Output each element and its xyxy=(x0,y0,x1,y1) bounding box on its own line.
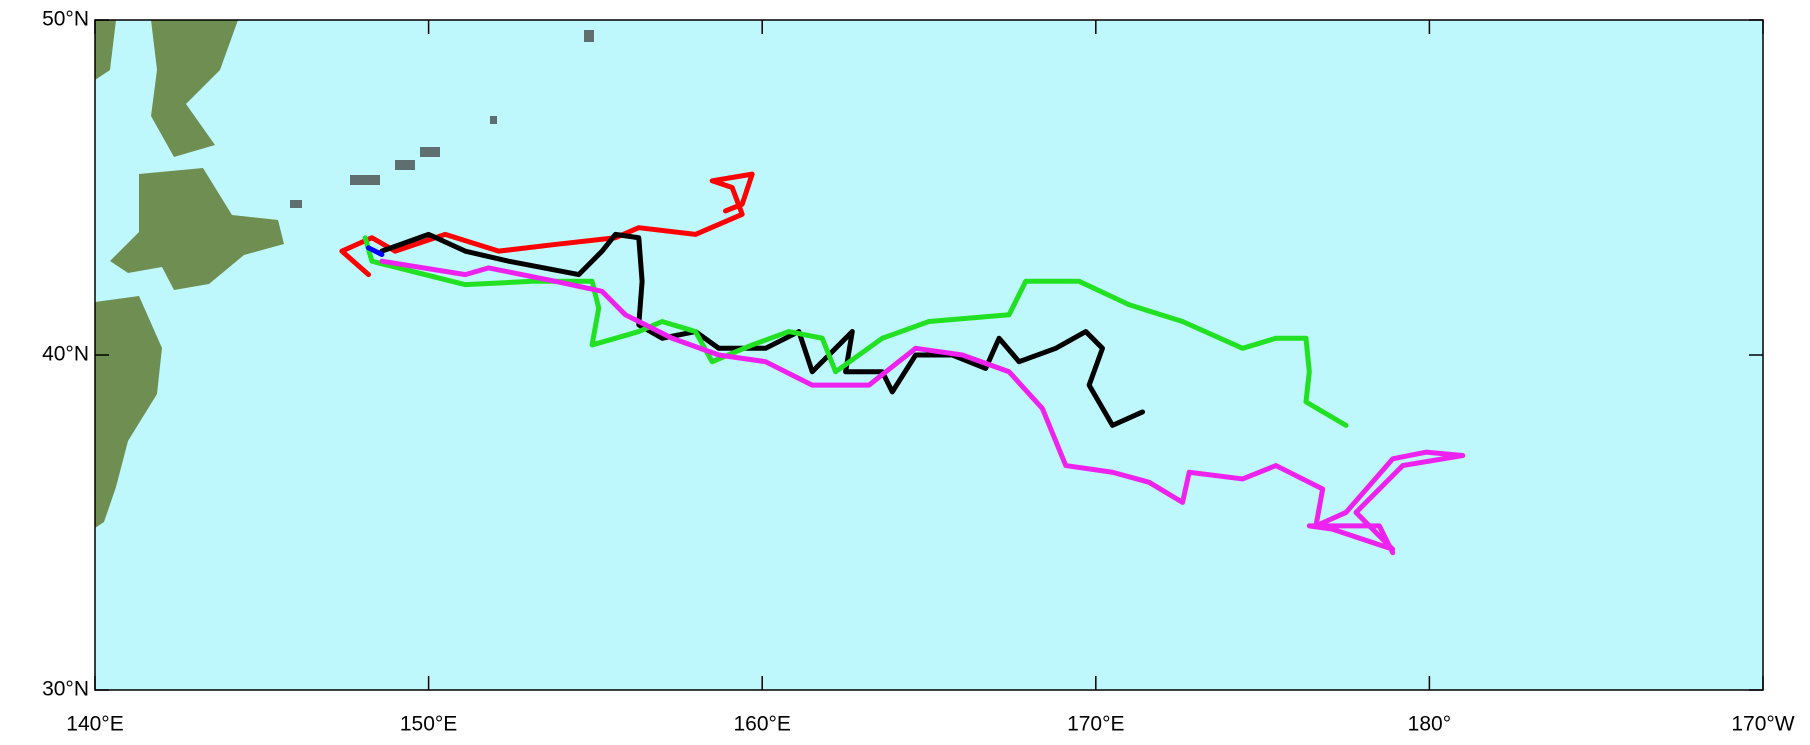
island xyxy=(350,175,380,185)
island xyxy=(490,116,497,124)
island xyxy=(395,160,415,170)
x-tick-label: 150°E xyxy=(400,713,457,736)
island xyxy=(584,30,594,42)
x-tick-label: 170°E xyxy=(1067,713,1124,736)
x-tick-label: 170°W xyxy=(1731,713,1794,736)
island xyxy=(290,200,302,208)
y-tick-label: 40°N xyxy=(42,343,89,366)
x-tick-label: 140°E xyxy=(66,713,123,736)
x-tick-label: 160°E xyxy=(733,713,790,736)
map: 140°E 150°E 160°E 170°E 180° 170°W 30°N 40°N 50°… xyxy=(0,0,1810,745)
x-tick-label: 180° xyxy=(1408,713,1451,736)
island xyxy=(420,147,440,157)
y-tick-label: 50°N xyxy=(42,8,89,31)
y-tick-label: 30°N xyxy=(42,678,89,701)
